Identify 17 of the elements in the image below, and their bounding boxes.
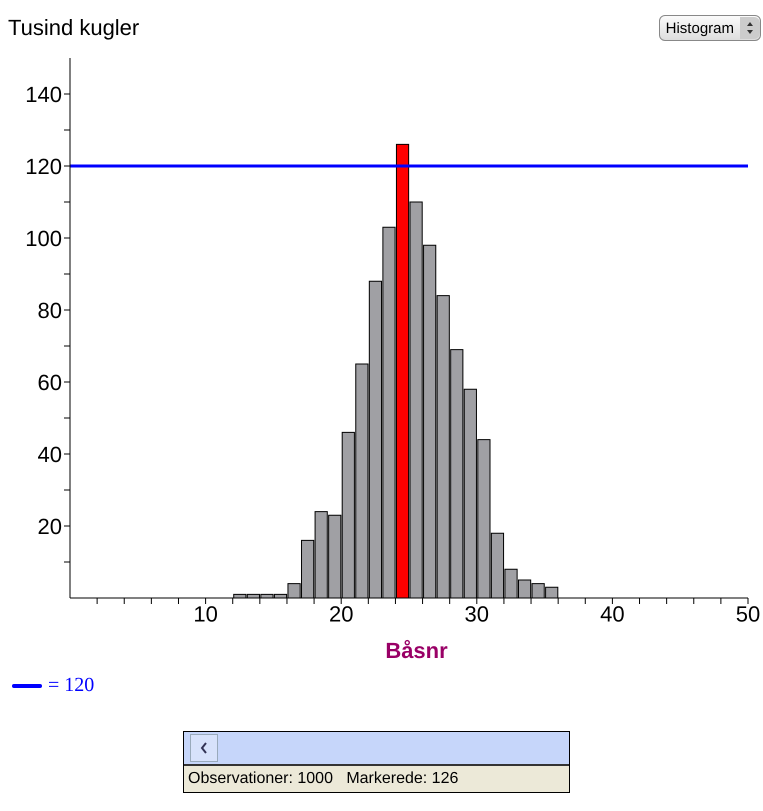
y-tick-label: 80: [38, 298, 62, 323]
y-axis-title: Tusind kugler: [8, 15, 140, 41]
legend-label: = 120: [48, 674, 94, 697]
y-tick-label: 20: [38, 514, 62, 539]
x-tick-label: 10: [193, 602, 218, 627]
dropdown: Histogram: [658, 15, 761, 41]
x-axis-title: Båsnr: [384, 638, 449, 664]
x-tick-label: 20: [328, 602, 354, 627]
x-tick-label: 30: [464, 602, 490, 627]
y-tick-label: 40: [38, 442, 62, 467]
y-tick-label: 140: [25, 82, 62, 107]
y-tick-label: 60: [38, 370, 62, 395]
y-tick-label: 100: [25, 226, 62, 251]
text: Observationer: 1000 Markerede: 126: [187, 769, 460, 789]
x-tick-label: 50: [736, 602, 760, 627]
x-tick-label: 40: [600, 602, 625, 627]
y-tick-label: 120: [25, 154, 62, 179]
